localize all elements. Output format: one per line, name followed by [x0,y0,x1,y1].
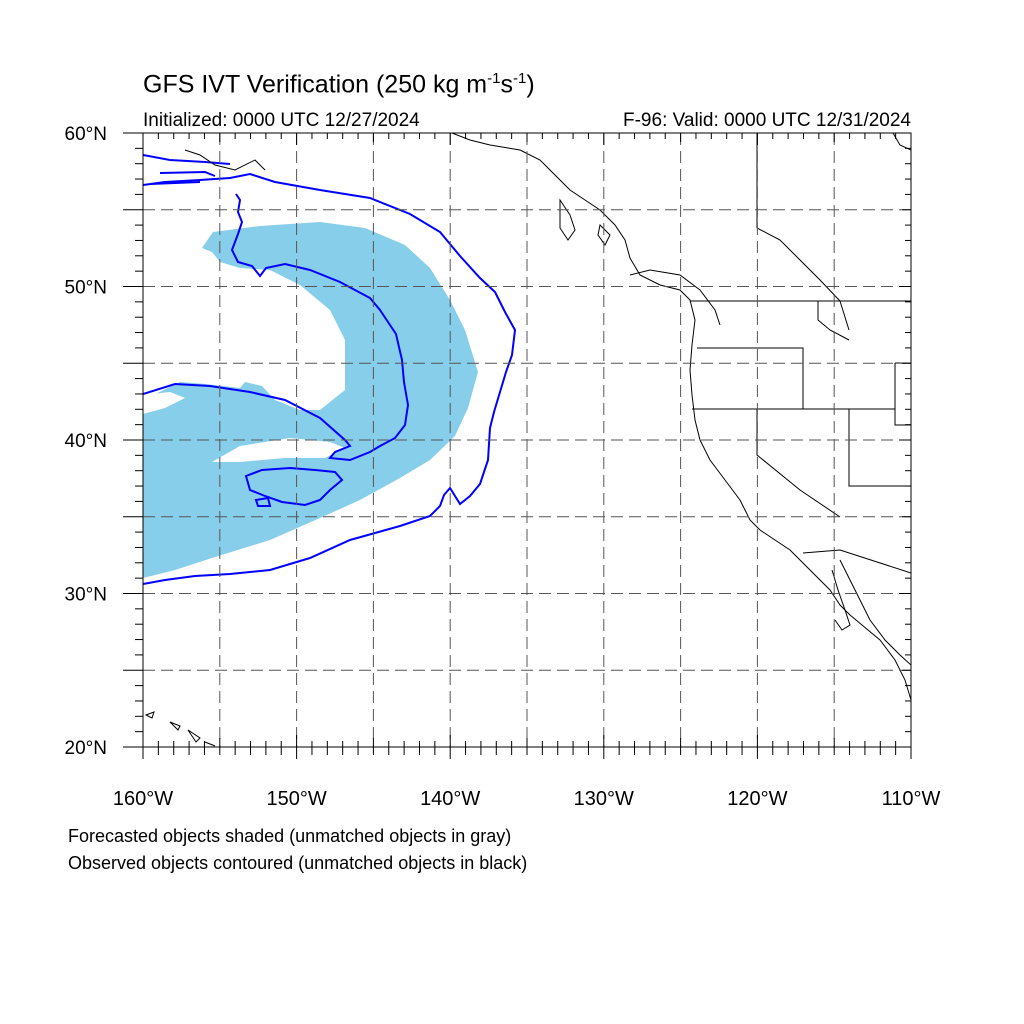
longitude-tick-label: 110°W [882,788,941,810]
gridlines [143,133,911,747]
legend-forecast-note: Forecasted objects shaded (unmatched obj… [68,826,512,846]
init-time-label: Initialized: 0000 UTC 12/27/2024 [143,110,420,131]
observed-ivt-contour [143,172,517,585]
longitude-tick-label: 160°W [113,788,173,810]
latitude-tick-label: 40°N [65,431,107,452]
observed-ivt-contour-islet [254,496,272,507]
latitude-tick-label: 20°N [65,738,107,759]
valid-time-label: F-96: Valid: 0000 UTC 12/31/2024 [623,110,911,131]
longitude-tick-label: 130°W [574,788,634,810]
observed-ivt-contour-inner [143,193,410,462]
observed-ivt-contour-small [244,466,344,507]
chart-title: GFS IVT Verification (250 kg m-1s-1) [143,70,535,99]
observed-ivt-contour-north [143,154,231,185]
coastlines [144,133,911,747]
political-boundaries [690,133,911,574]
latitude-tick-label: 30°N [65,585,107,606]
longitude-tick-label: 150°W [266,788,326,810]
latitude-tick-label: 60°N [65,124,107,145]
latitude-labels: 20°N 30°N 40°N 50°N 60°N [65,124,107,759]
tick-marks [123,132,912,759]
longitude-tick-label: 120°W [727,788,787,810]
latitude-tick-label: 50°N [65,278,107,299]
forecast-ivt-hole [143,392,185,414]
forecast-ivt-object [143,222,478,578]
longitude-tick-label: 140°W [420,788,480,810]
longitude-labels: 160°W 150°W 140°W 130°W 120°W 110°W [113,788,941,810]
legend-observed-note: Observed objects contoured (unmatched ob… [68,853,528,873]
